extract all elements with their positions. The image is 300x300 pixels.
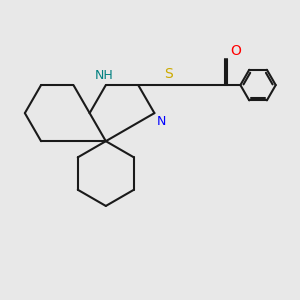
Text: N: N <box>157 116 166 128</box>
Text: O: O <box>230 44 241 58</box>
Text: NH: NH <box>95 69 114 82</box>
Text: S: S <box>165 67 173 81</box>
